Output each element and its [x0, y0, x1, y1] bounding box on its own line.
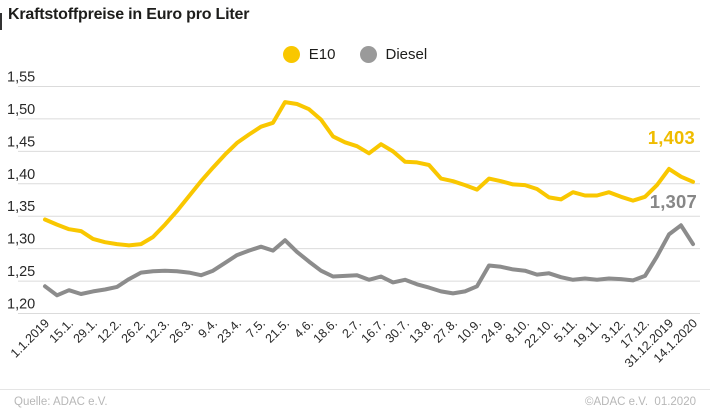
x-axis-tick-label: 27.8. — [431, 316, 461, 346]
diesel-end-value-label: 1,307 — [649, 191, 697, 212]
x-axis-tick-label: 1.1.2019 — [8, 316, 52, 360]
y-axis-tick-label: 1,30 — [7, 232, 35, 248]
source-note: Quelle: ADAC e.V. — [14, 396, 108, 408]
x-axis-tick-label: 26.2. — [119, 316, 149, 346]
x-axis-tick-label: 23.4. — [215, 316, 245, 346]
x-axis-tick-label: 12.2. — [95, 316, 125, 346]
y-axis-tick-label: 1,55 — [7, 70, 35, 86]
e10-price-line — [43, 100, 695, 248]
diesel-price-line — [43, 223, 695, 298]
y-axis-tick-label: 1,35 — [7, 199, 35, 215]
y-axis-tick-label: 1,45 — [7, 134, 35, 150]
y-axis-tick-label: 1,25 — [7, 264, 35, 280]
copyright-note: ©ADAC e.V. 01.2020 — [585, 396, 696, 408]
x-axis-tick-label: 26.3. — [167, 316, 197, 346]
legend-label-diesel: Diesel — [385, 46, 428, 63]
x-axis-tick-label: 10.9. — [455, 316, 485, 346]
y-axis-tick-label: 1,40 — [7, 167, 35, 183]
chart-title: Kraftstoffpreise in Euro pro Liter — [8, 6, 250, 23]
x-axis-tick-label: 15.1. — [47, 316, 77, 346]
x-axis-tick-label: 13.8. — [407, 316, 437, 346]
legend-label-e10: E10 — [308, 46, 336, 63]
x-axis-tick-label: 18.6. — [311, 316, 341, 346]
x-axis-tick-label: 21.5. — [263, 316, 293, 346]
e10-end-value-label: 1,403 — [647, 127, 695, 148]
x-axis-tick-label: 16.7. — [359, 316, 389, 346]
chart-legend: E10 Diesel — [0, 46, 710, 63]
x-axis-tick-label: 12.3. — [143, 316, 173, 346]
x-axis-tick-label: 19.11. — [570, 316, 604, 350]
screen-edge-artifact — [0, 13, 2, 30]
e10-legend-dot-icon — [282, 46, 300, 63]
diesel-legend-dot-icon — [359, 46, 377, 63]
x-axis-tick-label: 24.9. — [479, 316, 509, 346]
y-axis-tick-label: 1,20 — [7, 297, 35, 313]
x-axis-tick-label: 30.7. — [383, 316, 413, 346]
x-axis-tick-label: 29.1. — [71, 316, 101, 346]
legend-item-diesel: Diesel — [359, 46, 428, 63]
legend-item-e10: E10 — [282, 46, 336, 63]
footer-divider — [0, 389, 710, 390]
y-axis-tick-label: 1,50 — [7, 102, 35, 118]
